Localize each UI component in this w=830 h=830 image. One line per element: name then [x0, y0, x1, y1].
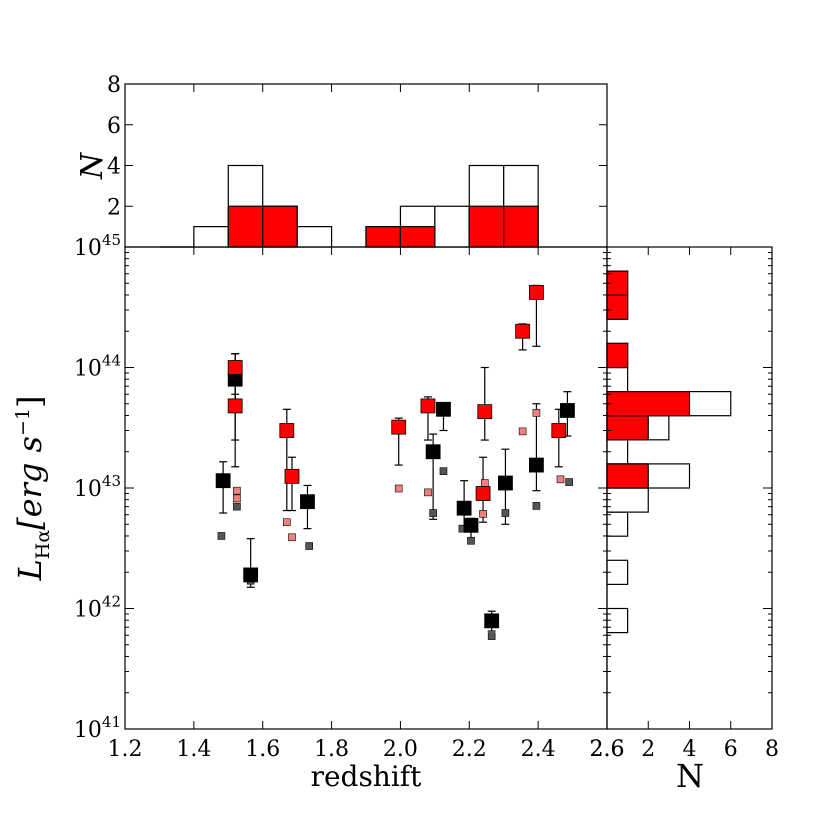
point-red — [477, 404, 493, 420]
main-xlabel: redshift — [311, 760, 423, 793]
point-grey-small — [565, 478, 573, 486]
point-red — [227, 360, 243, 375]
point-pink-small — [532, 409, 541, 417]
point-black — [243, 567, 259, 583]
main-frame — [124, 246, 608, 730]
point-grey-small — [217, 532, 226, 540]
hbar-all — [606, 487, 649, 513]
luminosity-histogram-panel: 2.6 2 4 6 8 N — [590, 246, 779, 795]
hist-bar-red — [227, 205, 264, 248]
top-ytick-label: 6 — [107, 114, 121, 139]
hist-bar-red — [399, 226, 436, 248]
main-xtick-label: 2.0 — [383, 737, 418, 762]
main-xtick-label: 1.6 — [245, 737, 280, 762]
main-xtick-label: 2.6 — [590, 737, 625, 762]
hist-bar-all — [434, 205, 470, 248]
main-xtick-label: 2.4 — [521, 737, 556, 762]
point-pink-small — [233, 486, 241, 495]
hist-bar-red — [262, 205, 298, 248]
point-grey-small — [501, 509, 510, 517]
point-grey-small — [439, 467, 448, 475]
main-ytick-label: 1043 — [74, 472, 121, 502]
point-red — [391, 419, 407, 435]
main-ytick-label: 1045 — [74, 231, 121, 261]
point-pink-small — [480, 479, 489, 487]
point-red — [420, 398, 436, 414]
point-red — [279, 423, 295, 438]
point-red — [227, 398, 243, 414]
top-ytick-label: 8 — [107, 73, 121, 98]
hbar-red — [606, 342, 629, 369]
hbar-red — [606, 391, 691, 417]
right-xtick-label: 6 — [724, 737, 738, 762]
hbar-red — [606, 415, 649, 441]
point-grey-small — [467, 536, 475, 545]
point-grey-small — [429, 509, 437, 517]
main-ytick-label: 1044 — [74, 352, 121, 382]
top-ytick-label: 2 — [107, 195, 121, 220]
right-xtick-label: 2 — [641, 737, 655, 762]
main-xtick-label: 1.2 — [108, 737, 143, 762]
point-black — [529, 457, 544, 473]
hist-bar-all — [193, 226, 229, 248]
top-ytick-label: 4 — [107, 155, 121, 180]
point-black — [463, 517, 479, 533]
point-black — [498, 475, 513, 491]
point-pink-small — [394, 484, 403, 493]
point-black — [300, 494, 315, 510]
main-ylabel: LHα[erg s−1] — [11, 396, 54, 582]
main-xtick-label: 2.2 — [452, 737, 487, 762]
point-black — [560, 403, 575, 418]
point-black — [425, 444, 441, 460]
point-red — [551, 423, 567, 438]
right-xlabel: N — [676, 757, 704, 795]
point-pink-small — [518, 427, 527, 436]
point-black — [484, 613, 500, 629]
point-grey-small — [487, 632, 496, 640]
point-pink-small — [233, 494, 241, 503]
point-red — [284, 468, 300, 484]
point-pink-small — [424, 488, 432, 497]
hist-bar-red — [468, 205, 505, 248]
right-xtick-label: 2.6 — [590, 737, 625, 762]
hist-bar-all — [296, 226, 333, 248]
right-xtick-label: 4 — [683, 737, 697, 762]
main-xtick-label: 1.4 — [176, 737, 211, 762]
point-pink-small — [288, 533, 296, 542]
main-xtick-label: 1.8 — [314, 737, 349, 762]
top-ylabel: N — [75, 151, 110, 180]
point-pink-small — [283, 518, 291, 527]
point-black — [215, 473, 231, 489]
redshift-histogram-panel: 2 4 6 8 N — [75, 73, 608, 248]
point-black — [436, 401, 451, 417]
point-grey-small — [532, 502, 541, 510]
point-red — [515, 323, 531, 339]
hist-bar-red — [503, 205, 539, 248]
point-grey-small — [233, 502, 241, 511]
main-ytick-label: 1042 — [74, 593, 121, 623]
hbar-red — [606, 463, 649, 489]
hbar-red — [606, 294, 629, 320]
point-pink-small — [479, 510, 487, 518]
main-scatter-panel: 1.2 1.4 1.6 1.8 2.0 2.2 2.4 2.6 1041 1042 1043 1044… — [11, 231, 625, 793]
point-pink-small — [556, 475, 565, 484]
main-ytick-label: 1041 — [74, 713, 121, 743]
point-grey-small — [305, 542, 313, 550]
right-xtick-label: 8 — [765, 737, 779, 762]
hist-bar-red — [365, 226, 402, 248]
point-red — [529, 284, 544, 300]
point-black — [456, 500, 472, 516]
point-red — [475, 486, 491, 501]
